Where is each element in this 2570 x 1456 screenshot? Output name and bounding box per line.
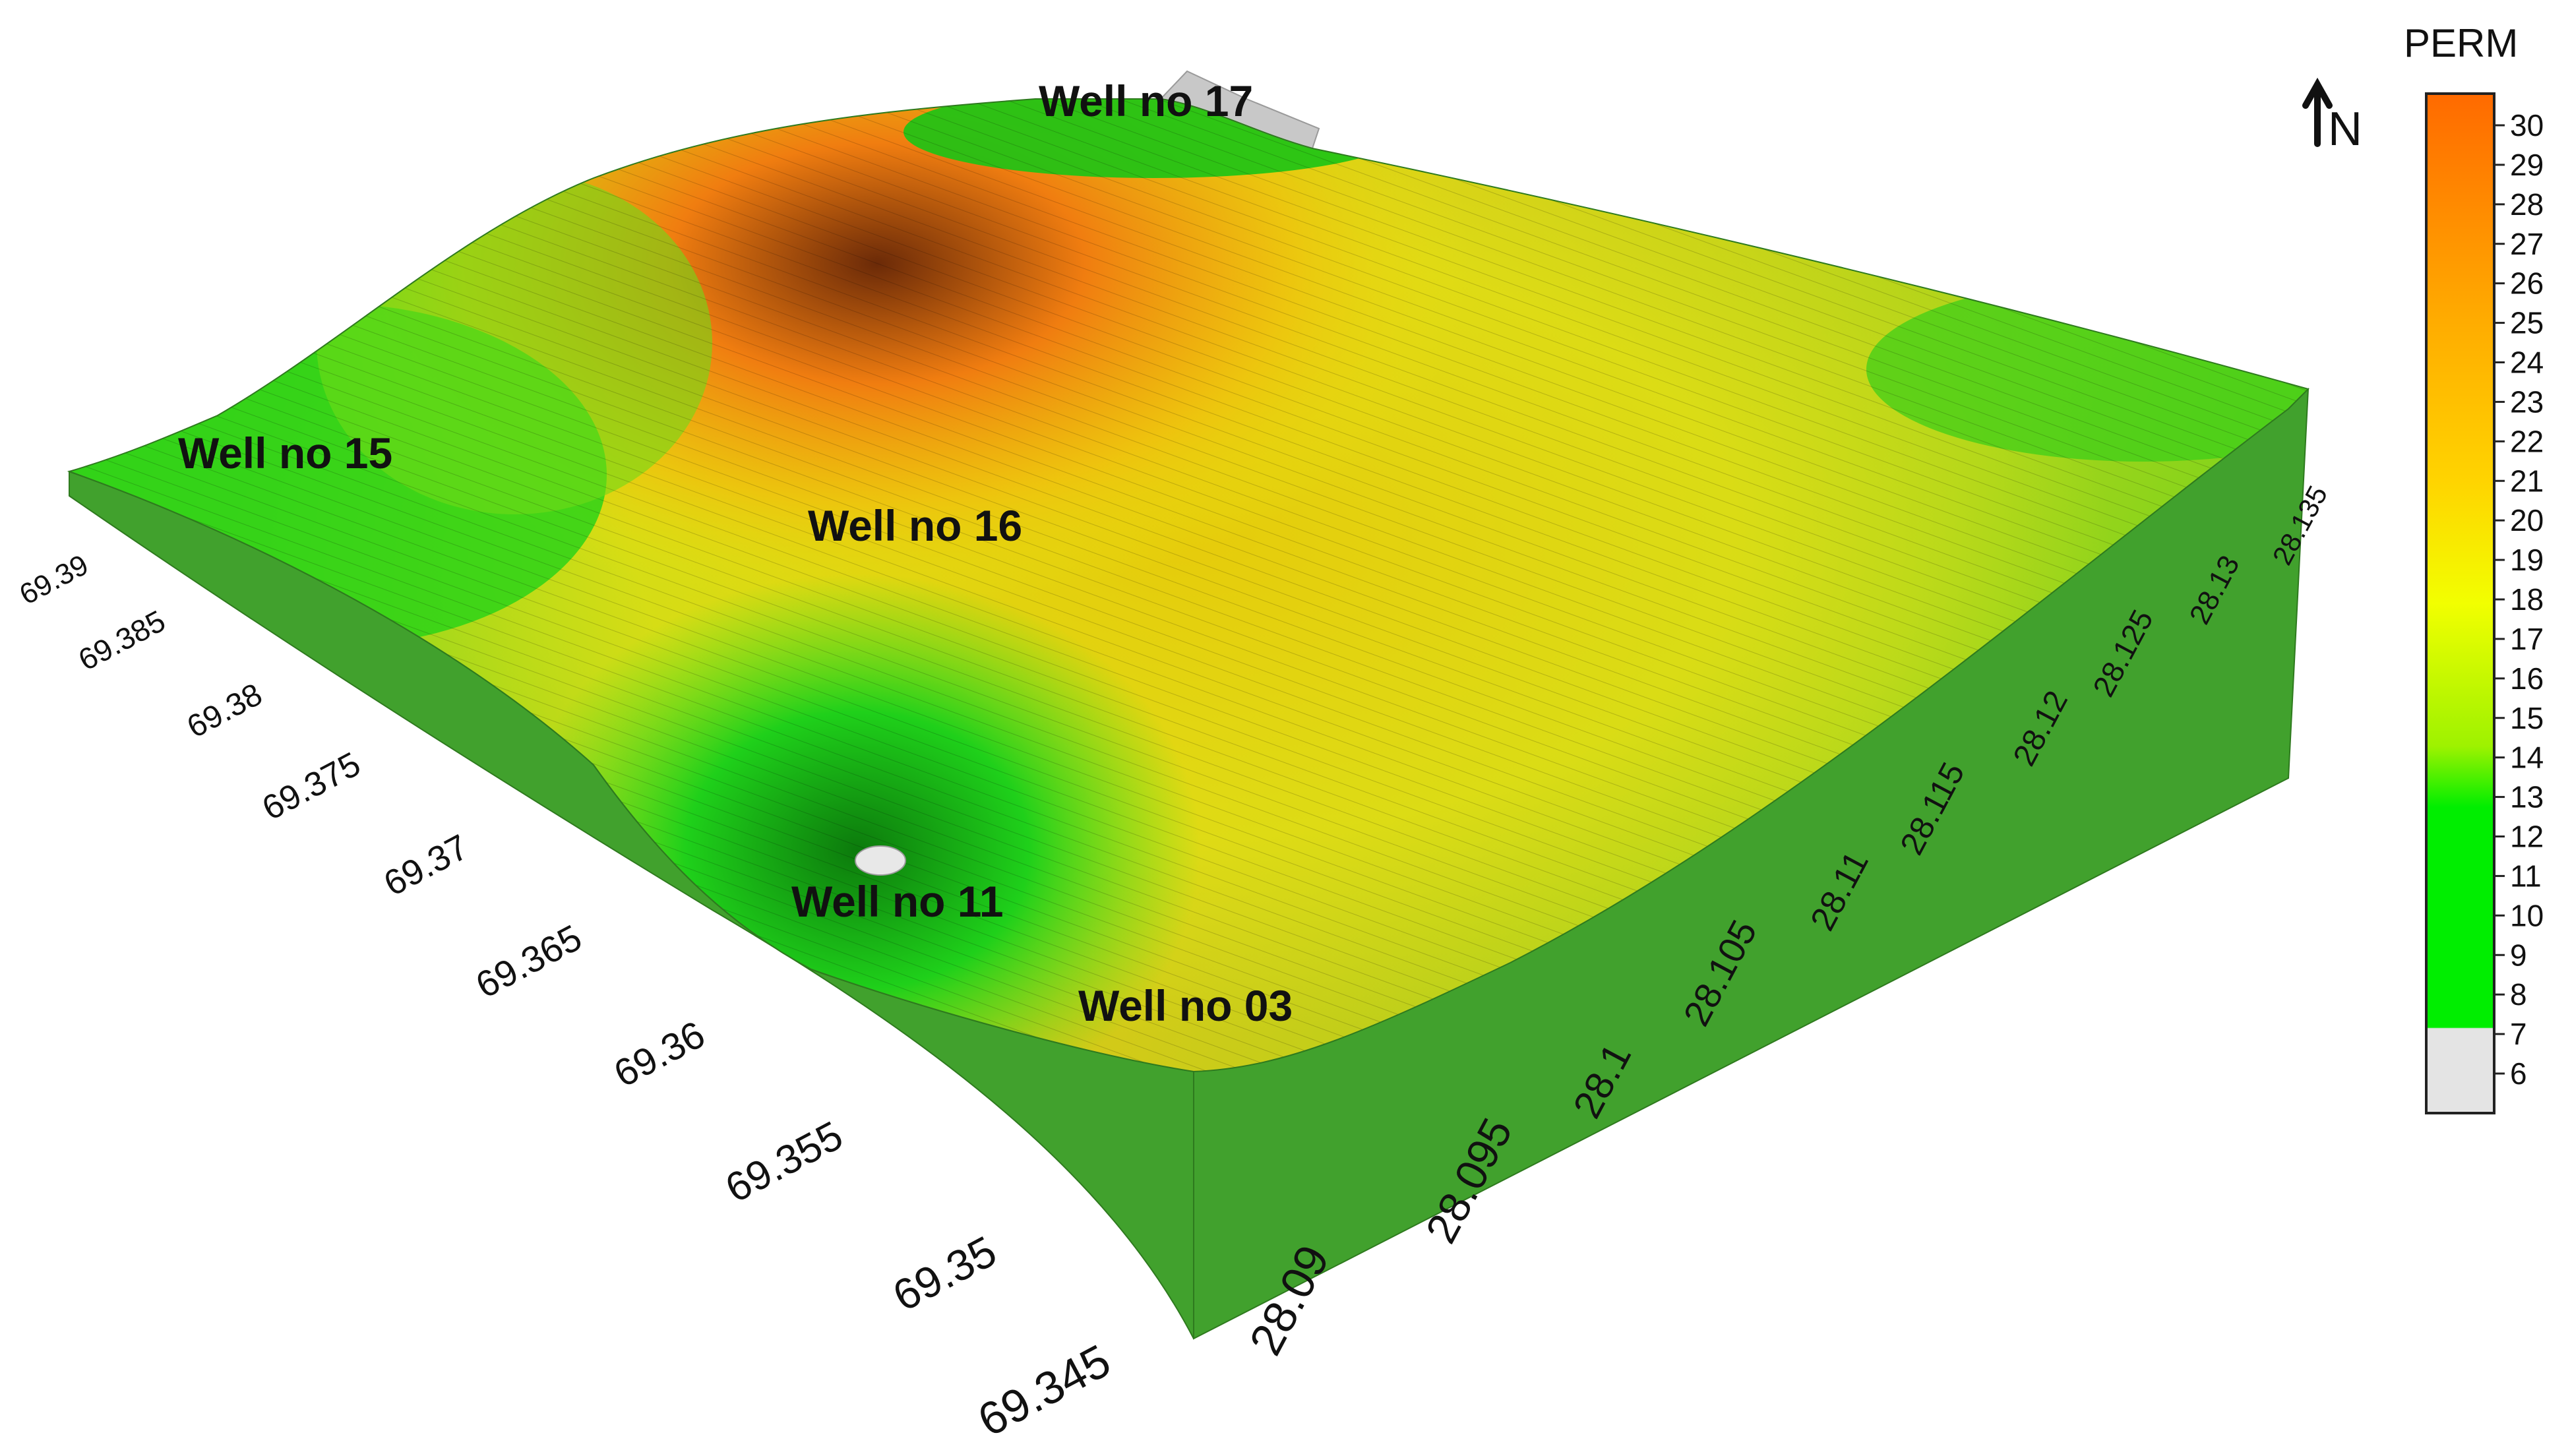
well-label-03: Well no 03 — [1078, 981, 1293, 1030]
colorbar-ticks: 30 29 28 27 26 25 24 23 22 21 20 19 18 17 16 15 14 13 12 11… — [2494, 108, 2544, 1091]
colorbar-tick-label: 16 — [2510, 661, 2544, 696]
north-label: N — [2328, 103, 2362, 156]
surface-outline — [67, 98, 2310, 1073]
x-tick-label: 69.375 — [256, 745, 367, 828]
colorbar-tick-label: 10 — [2510, 898, 2544, 932]
colorbar-tick-label: 8 — [2510, 977, 2527, 1012]
colorbar-tick-label: 20 — [2510, 503, 2544, 537]
x-tick-label: 69.36 — [607, 1013, 712, 1096]
colorbar-tick-label: 23 — [2510, 384, 2544, 419]
colorbar-tick-label: 29 — [2510, 148, 2544, 182]
colorbar-gradient — [2425, 92, 2495, 1114]
colorbar-title: PERM — [2404, 21, 2518, 65]
well-labels: Well no 17 Well no 15 Well no 16 Well no… — [178, 76, 1293, 1030]
x-tick-label: 69.35 — [885, 1226, 1004, 1320]
colorbar-tick-label: 14 — [2510, 741, 2544, 775]
x-tick-label: 69.365 — [469, 917, 588, 1006]
colorbar-tick-label: 9 — [2510, 938, 2527, 972]
x-tick-label: 69.38 — [181, 677, 268, 745]
colorbar-tick-label: 30 — [2510, 108, 2544, 142]
colorbar-tick-label: 19 — [2510, 543, 2544, 577]
colorbar-tick-label: 28 — [2510, 187, 2544, 222]
colorbar-tick-label: 7 — [2510, 1017, 2527, 1051]
colorbar-tick-label: 13 — [2510, 780, 2544, 814]
well-label-16: Well no 16 — [808, 501, 1022, 550]
north-arrow-icon — [2302, 77, 2333, 147]
well-label-17: Well no 17 — [1039, 76, 1253, 125]
well-label-15: Well no 15 — [178, 429, 392, 477]
x-tick-label: 69.37 — [377, 827, 474, 903]
colorbar-tick-label: 6 — [2510, 1056, 2527, 1091]
x-tick-label: 69.385 — [73, 603, 171, 677]
well-label-11: Well no 11 — [791, 877, 1004, 926]
colorbar-tick-label: 24 — [2510, 346, 2544, 380]
colorbar-tick-label: 26 — [2510, 266, 2544, 301]
colorbar-tick-label: 15 — [2510, 701, 2544, 735]
colorbar: PERM 30 29 28 27 26 25 24 23 22 21 20 19 18 17 16 15 14 1… — [2404, 21, 2544, 1114]
low-perm-patch-well-11 — [855, 845, 906, 876]
colorbar-tick-label: 17 — [2510, 622, 2544, 656]
colorbar-tick-label: 25 — [2510, 306, 2544, 340]
x-tick-label: 69.355 — [718, 1112, 850, 1211]
colorbar-tick-label: 12 — [2510, 820, 2544, 854]
colorbar-tick-label: 22 — [2510, 424, 2544, 458]
north-arrow: N — [2302, 77, 2362, 156]
colorbar-tick-label: 18 — [2510, 582, 2544, 617]
x-tick-label: 69.39 — [15, 549, 94, 611]
x-tick-label: 69.345 — [969, 1335, 1118, 1446]
colorbar-tick-label: 11 — [2510, 859, 2542, 893]
colorbar-tick-label: 27 — [2510, 227, 2544, 261]
colorbar-tick-label: 21 — [2510, 464, 2544, 498]
